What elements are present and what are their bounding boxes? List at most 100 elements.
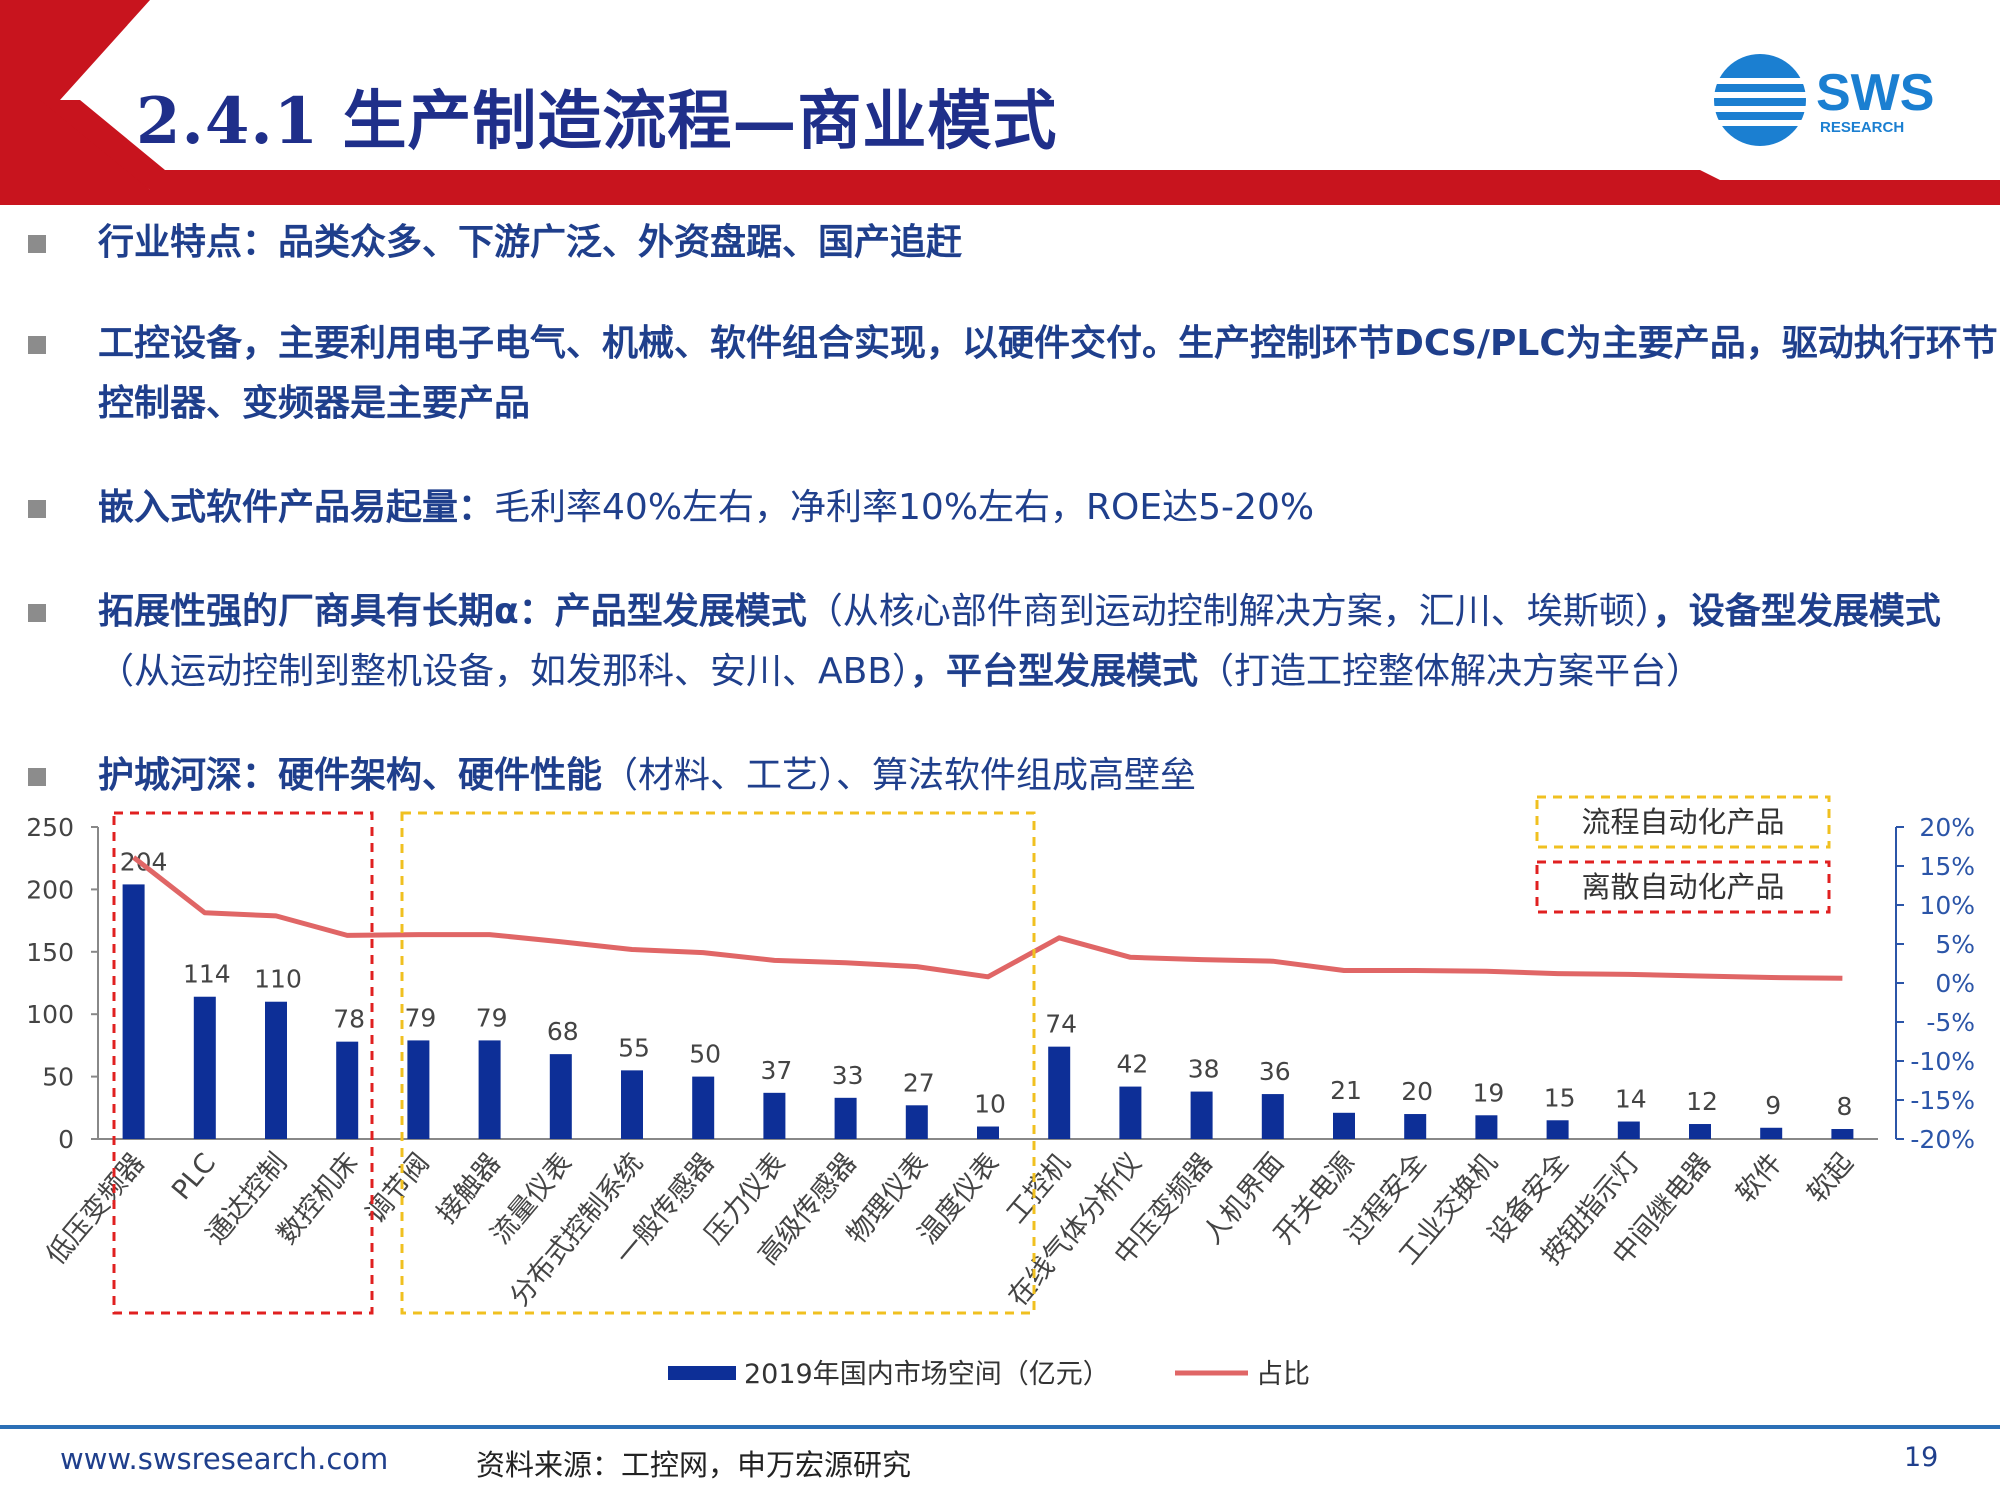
right-axis-tick-label: 15% [1919,852,1975,881]
bar [1404,1114,1427,1139]
bar-data-label: 204 [120,847,168,876]
left-axis-tick-label: 150 [26,938,74,967]
page-number: 19 [1904,1442,1939,1473]
bar-data-label: 79 [476,1003,508,1032]
left-axis-tick-label: 100 [26,1000,74,1029]
footer-url-link[interactable]: www.swsresearch.com [60,1442,389,1476]
group-legend-box [1535,795,1831,849]
right-axis-tick-label: -20% [1910,1125,1975,1154]
legend-line-label: 占比 [1256,1359,1310,1390]
bar-data-label: 114 [183,960,231,989]
market-size-chart: 0 50 100 150 200 250 -20% -15% -10% -5% 0% 5% 10% 15%… [26,795,1975,1390]
share-line [132,855,1843,981]
bar [1333,1112,1355,1139]
right-axis-tick-label: 20% [1919,813,1975,842]
header-red-strip [40,100,2000,190]
bullet-2-part: 工控设备，主要利用电子电气、机械、软件组合实现，以硬件交付。生产控制环节DCS/… [98,323,1998,424]
bar-data-label: 33 [832,1061,864,1090]
bar [193,996,216,1139]
right-axis-tick-label: 5% [1935,930,1975,959]
group-legend-label: 离散自动化产品 [1581,870,1784,904]
bullet-4-part: （打造工控整体解决方案平台） [1198,651,1703,692]
right-axis-tick-label: -5% [1926,1008,1975,1037]
bar-data-label: 79 [404,1003,436,1032]
bar [1261,1094,1284,1139]
bullet-text: 护城河深：硬件架构、硬件性能（材料、工艺）、算法软件组成高壁垒 [98,746,1998,806]
bar [549,1054,572,1139]
bar-data-label: 74 [1045,1010,1077,1039]
page-title: 2.4.1 生产制造流程—商业模式 [136,84,1058,159]
logo-globe-stripe [1714,78,1806,84]
bar [1190,1091,1213,1139]
bar [1546,1120,1569,1139]
bullet-4-part: 拓展性强的厂商具有长期α：产品型发展模式 [98,591,807,632]
header-red-notch [0,0,55,55]
bullet-square-icon [28,500,46,518]
bar [1831,1129,1854,1139]
bar [977,1126,999,1139]
left-axis-tick-label: 250 [26,813,74,842]
bar-data-label: 78 [333,1005,365,1034]
group-legend-box [1535,860,1831,914]
bullet-4-part: （从运动控制到整机设备，如发那科、安川、ABB） [98,651,911,692]
bar-data-label: 68 [547,1017,579,1046]
bar-data-label: 20 [1401,1077,1433,1106]
bar [763,1092,786,1139]
x-axis-category-label: PLC [166,1148,222,1206]
bar-data-label: 12 [1686,1087,1718,1116]
bar-data-label: 27 [903,1068,935,1097]
bullet-5-part: 护城河深：硬件架构、硬件性能 [98,755,603,796]
bar [1760,1127,1783,1139]
group-box-process [400,811,1036,1315]
legend-bar-label: 2019年国内市场空间（亿元） [744,1359,1110,1390]
logo-subtext: RESEARCH [1820,119,1904,136]
right-axis-tick-label: 10% [1919,891,1975,920]
bar [692,1076,715,1139]
bar-data-label: 9 [1765,1091,1781,1120]
bar-data-label: 19 [1472,1078,1504,1107]
right-axis-tick-label: 0% [1935,969,1975,998]
sws-logo: SWS RESEARCH [1714,54,1934,146]
footer-source: 资料来源：工控网，申万宏源研究 [476,1448,912,1482]
bar-data-label: 42 [1116,1050,1148,1079]
bullet-3-part: 嵌入式软件产品易起量： [98,487,495,528]
left-axis-tick-label: 200 [26,875,74,904]
bar-data-label: 55 [618,1033,650,1062]
logo-text: SWS [1816,64,1934,122]
footer-divider [0,1425,2000,1429]
bullet-1-part: 行业特点：品类众多、下游广泛、外资盘踞、国产追赶 [98,222,963,263]
x-axis-category-label: 软起 [1801,1148,1859,1209]
logo-globe-stripe [1714,120,1806,126]
bar-data-label: 10 [974,1090,1006,1119]
right-axis-tick-label: -15% [1910,1086,1975,1115]
bullet-4-part: ，平台型发展模式 [910,651,1199,692]
bar [478,1040,501,1139]
bar [1048,1046,1071,1139]
bullet-5-part: （材料、工艺）、算法软件组成高壁垒 [602,755,1197,796]
bar [621,1070,643,1139]
logo-globe-stripe [1714,92,1806,98]
bar-data-label: 14 [1615,1085,1647,1114]
bar [1119,1086,1142,1139]
bar-data-label: 38 [1188,1055,1220,1084]
left-axis-tick-label: 0 [58,1125,74,1154]
right-axis-tick-label: -10% [1910,1047,1975,1076]
bar-data-label: 37 [760,1056,792,1085]
x-axis-category-label: 软件 [1730,1148,1788,1209]
logo-globe-stripe [1714,106,1806,112]
bullet-text: 行业特点：品类众多、下游广泛、外资盘踞、国产追赶 [98,213,1998,273]
group-legend-label: 流程自动化产品 [1581,805,1784,839]
bar-data-label: 110 [254,965,302,994]
bar-data-label: 50 [689,1040,721,1069]
bullet-square-icon [28,604,46,622]
left-axis-tick-label: 50 [42,1063,74,1092]
bar [265,1001,287,1139]
bar-data-label: 15 [1544,1083,1576,1112]
bar [122,884,145,1139]
bullet-text: 工控设备，主要利用电子电气、机械、软件组合实现，以硬件交付。生产控制环节DCS/… [98,314,1998,434]
bullet-4-part: （从核心部件商到运动控制解决方案，汇川、埃斯顿） [806,591,1653,632]
bar [336,1041,359,1139]
bullet-text: 拓展性强的厂商具有长期α：产品型发展模式（从核心部件商到运动控制解决方案，汇川、… [98,582,1998,702]
bar-data-label: 8 [1836,1092,1852,1121]
bullet-4-part: ，设备型发展模式 [1652,591,1941,632]
